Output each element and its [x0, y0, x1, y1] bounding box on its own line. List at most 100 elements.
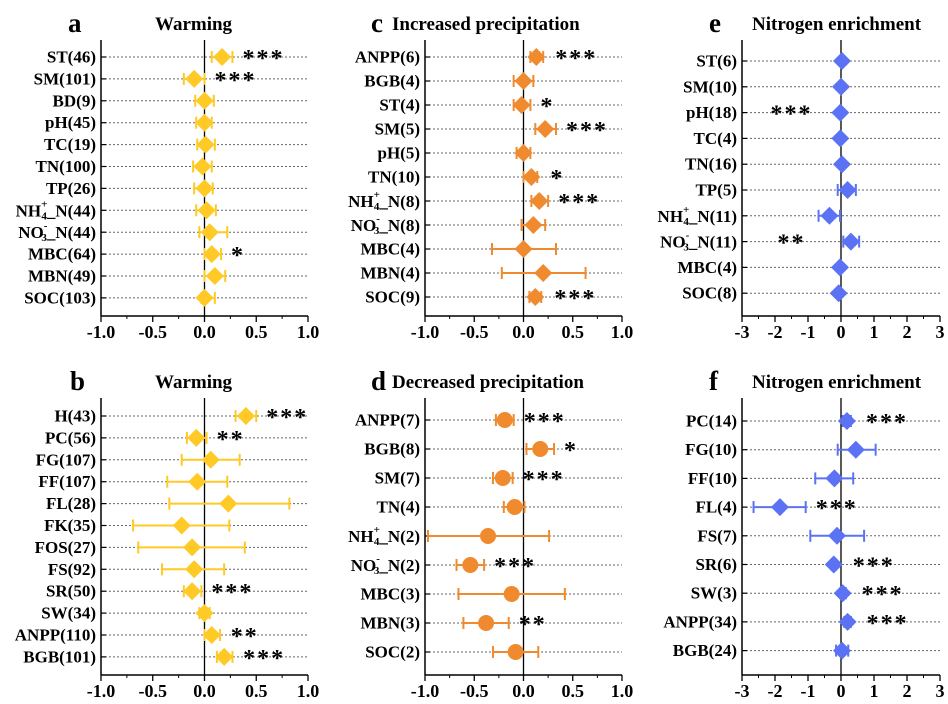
significance-stars: ***: [558, 190, 600, 216]
effect-point: [205, 267, 224, 285]
row-label: TC(4): [694, 129, 737, 148]
effect-point: [507, 644, 524, 660]
effect-point: [185, 560, 204, 579]
row-label: NH+ 4_N(44): [16, 198, 96, 222]
row-label: TN(16): [685, 155, 737, 174]
row-label: FS(92): [48, 560, 96, 579]
row-label: BD(9): [53, 91, 96, 110]
row-label: ST(4): [379, 96, 420, 115]
row-label: SOC(103): [24, 288, 96, 307]
panel-e: e Nitrogen enrichment -3 -2 -1 0 1 2 3 ST(6) SM(10…: [658, 8, 945, 342]
effect-point: [197, 201, 216, 220]
x-tick-label: -2: [768, 681, 783, 701]
x-tick-label: 1: [870, 322, 879, 342]
panel-letter: b: [70, 366, 85, 396]
x-tick-label: 0.5: [562, 322, 585, 342]
x-tick-label: 0.5: [245, 681, 268, 701]
effect-point: [215, 647, 234, 666]
row-label: TN(10): [368, 168, 420, 187]
row-label: MBC(4): [678, 258, 737, 277]
panel-d: d Decreased precipitation -1.0 -0.5 0.0 0.5 1.…: [348, 366, 633, 701]
effect-point: [172, 516, 191, 535]
effect-point: [506, 499, 523, 515]
effect-point: [522, 168, 541, 186]
x-tick-label: 2: [903, 322, 912, 342]
effect-point: [496, 412, 513, 428]
effect-point: [202, 245, 221, 264]
effect-point: [195, 91, 214, 110]
x-tick-label: 1.0: [297, 322, 320, 342]
significance-stars: ***: [554, 286, 596, 312]
panel-letter: c: [371, 8, 383, 38]
significance-stars: *: [541, 94, 555, 120]
row-label: ANPP(34): [663, 612, 737, 631]
effect-point: [831, 129, 850, 148]
row-label: MBN(49): [28, 267, 96, 286]
significance-stars: **: [778, 231, 806, 257]
x-tick-label: -0.5: [139, 322, 168, 342]
row-label: NO-3_N(44): [18, 220, 96, 244]
x-tick-label: -1: [801, 322, 816, 342]
row-label: NH+ 4_N(11): [658, 204, 737, 228]
x-tick-label: 0.0: [193, 322, 216, 342]
row-label: SM(5): [375, 120, 420, 139]
panel-letter: e: [709, 8, 721, 38]
row-label: ST(46): [47, 48, 96, 67]
panel-title: Decreased precipitation: [392, 372, 584, 393]
effect-point: [202, 626, 221, 644]
effect-point: [825, 469, 844, 488]
row-label: NO-3_N(8): [351, 213, 420, 237]
effect-point: [213, 48, 232, 66]
significance-stars: ***: [853, 554, 895, 580]
row-label: SM(7): [375, 469, 420, 488]
effect-point: [478, 615, 495, 631]
x-tick-label: -3: [735, 681, 750, 701]
effect-point: [185, 69, 204, 88]
effect-point: [824, 555, 843, 574]
row-label: FF(107): [38, 472, 96, 491]
effect-point: [514, 72, 533, 90]
row-label: SM(101): [34, 69, 96, 88]
effect-point: [196, 135, 215, 154]
effect-point: [832, 155, 851, 174]
x-tick-label: -1.0: [411, 322, 440, 342]
effect-point: [219, 494, 238, 513]
row-label: pH(5): [378, 144, 421, 163]
significance-stars: *: [564, 438, 578, 464]
effect-point: [833, 584, 852, 603]
x-tick-label: 0.0: [193, 681, 216, 701]
row-label: TP(26): [46, 179, 96, 198]
x-tick-label: -1.0: [411, 681, 440, 701]
effect-point: [512, 96, 531, 114]
effect-point: [195, 288, 214, 307]
row-label: MBN(3): [361, 614, 420, 633]
row-label: FF(10): [688, 469, 737, 488]
significance-stars: **: [231, 624, 259, 650]
x-tick-label: 2: [903, 681, 912, 701]
row-label: FL(28): [46, 494, 96, 513]
row-label: TP(5): [695, 181, 737, 200]
effect-point: [503, 586, 520, 602]
significance-stars: **: [519, 612, 547, 638]
row-label: H(43): [54, 407, 96, 426]
effect-point: [527, 48, 546, 66]
row-label: SOC(8): [682, 284, 737, 303]
row-label: MBC(64): [28, 245, 96, 264]
x-tick-label: -1.0: [87, 322, 116, 342]
row-label: PC(56): [45, 428, 96, 447]
panel-a: a Warming -1.0 -0.5 0.0 0.5 1.0 ST(46) *** SM(101…: [16, 8, 320, 342]
effect-point: [524, 216, 543, 234]
effect-point: [462, 557, 479, 573]
effect-point: [530, 192, 549, 210]
row-label: FG(10): [685, 440, 737, 459]
row-label: NO-3_N(11): [660, 230, 737, 254]
row-label: FOS(27): [35, 538, 96, 557]
significance-stars: ***: [566, 118, 608, 144]
significance-stars: *: [550, 166, 564, 192]
effect-point: [494, 470, 511, 486]
effect-point: [832, 77, 850, 96]
x-tick-label: 3: [936, 681, 945, 701]
x-tick-label: 1.0: [611, 681, 634, 701]
effect-point: [193, 157, 212, 176]
effect-point: [532, 441, 549, 457]
